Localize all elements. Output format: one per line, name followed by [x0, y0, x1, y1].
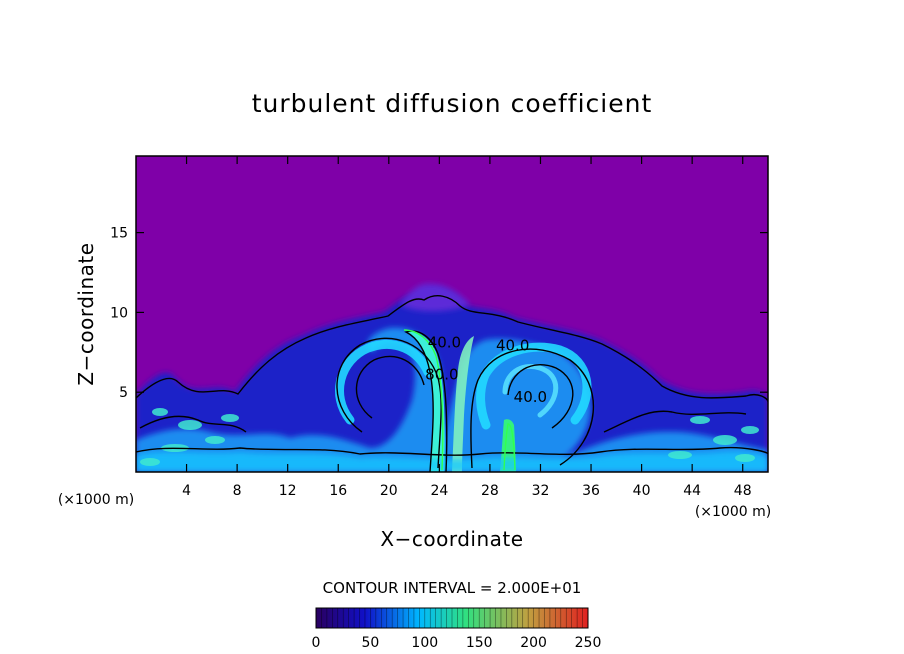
colorbar-tick-label: 50: [361, 635, 379, 651]
contour-line-right-edge: [603, 410, 747, 433]
contour-line-green-left: [403, 329, 444, 471]
colorbar-tick-label: 200: [520, 635, 547, 651]
x-tick-label: 28: [481, 483, 499, 499]
x-tick-label: 48: [734, 483, 752, 499]
vortex-arc-left: [335, 339, 433, 425]
x-tick-label: 24: [430, 483, 448, 499]
contour-line-vortex-right: [470, 348, 595, 469]
edge-turbulence-left: [140, 408, 239, 466]
heatmap-field: 40.0 80.0 40.0 40.0: [136, 156, 768, 472]
heatmap-region-low: [136, 290, 768, 472]
vortex-arc-inner-right: [502, 364, 559, 418]
x-tick-label: 4: [182, 483, 191, 499]
y-tick-label: 5: [119, 385, 128, 401]
x-tick-label: 12: [279, 483, 297, 499]
plume-column-left: [408, 331, 445, 472]
x-tick-label: 8: [233, 483, 242, 499]
x-tick-label: 36: [582, 483, 600, 499]
chart-title: turbulent diffusion coefficient: [252, 89, 653, 118]
colorbar-ticks: 0 50 100 150 200 250: [312, 635, 602, 651]
heatmap-region-cap: [400, 283, 470, 312]
colorbar-tick-label: 0: [312, 635, 321, 651]
contour-lines: [136, 295, 768, 472]
contour-line-vortex-right-inner: [507, 364, 574, 429]
contour-line-vortex-left-inner: [355, 355, 425, 419]
x-axis-label: X−coordinate: [380, 527, 523, 551]
x-tick-label: 16: [329, 483, 347, 499]
contour-lines-high: [403, 329, 516, 471]
contour-label: 40.0: [496, 337, 529, 355]
plume-column-center: [452, 336, 474, 472]
x-tick-label: 44: [683, 483, 701, 499]
contour-line-plume: [404, 330, 448, 472]
boundary-layer-band: [136, 451, 768, 472]
contour-label: 40.0: [514, 388, 547, 406]
colorbar-stripes: [321, 608, 583, 628]
contour-label: 80.0: [425, 365, 458, 383]
x-axis-ticks: 4 8 12 16 20 24 28 32 36 40 44 48: [182, 156, 752, 499]
contour-label: 40.0: [428, 334, 461, 352]
contour-labels: 40.0 80.0 40.0 40.0: [425, 334, 547, 406]
x-unit-label-right: (×1000 m): [695, 504, 771, 520]
y-tick-label: 15: [110, 226, 128, 242]
y-tick-label: 10: [110, 305, 128, 321]
contour-line-green-right: [503, 423, 516, 471]
edge-turbulence-right: [668, 416, 759, 462]
x-tick-label: 20: [380, 483, 398, 499]
colorbar-tick-label: 150: [466, 635, 493, 651]
colorbar: 0 50 100 150 200 250: [312, 607, 602, 651]
colorbar-tick-label: 100: [411, 635, 438, 651]
x-tick-label: 40: [633, 483, 651, 499]
y-axis-ticks: 5 10 15: [110, 226, 768, 401]
y-axis-label: Z−coordinate: [74, 242, 98, 385]
contour-line-outer: [136, 295, 768, 403]
contour-line-bottom: [136, 446, 768, 456]
plot-frame: [135, 155, 769, 473]
contour-line-vortex-left: [336, 337, 442, 469]
colorbar-tick-label: 250: [575, 635, 602, 651]
x-tick-label: 32: [532, 483, 550, 499]
x-unit-label-left: (×1000 m): [58, 492, 134, 508]
contour-interval-label: CONTOUR INTERVAL = 2.000E+01: [323, 579, 582, 597]
contour-line-left-edge: [139, 415, 247, 433]
colorbar-frame: [315, 607, 589, 629]
